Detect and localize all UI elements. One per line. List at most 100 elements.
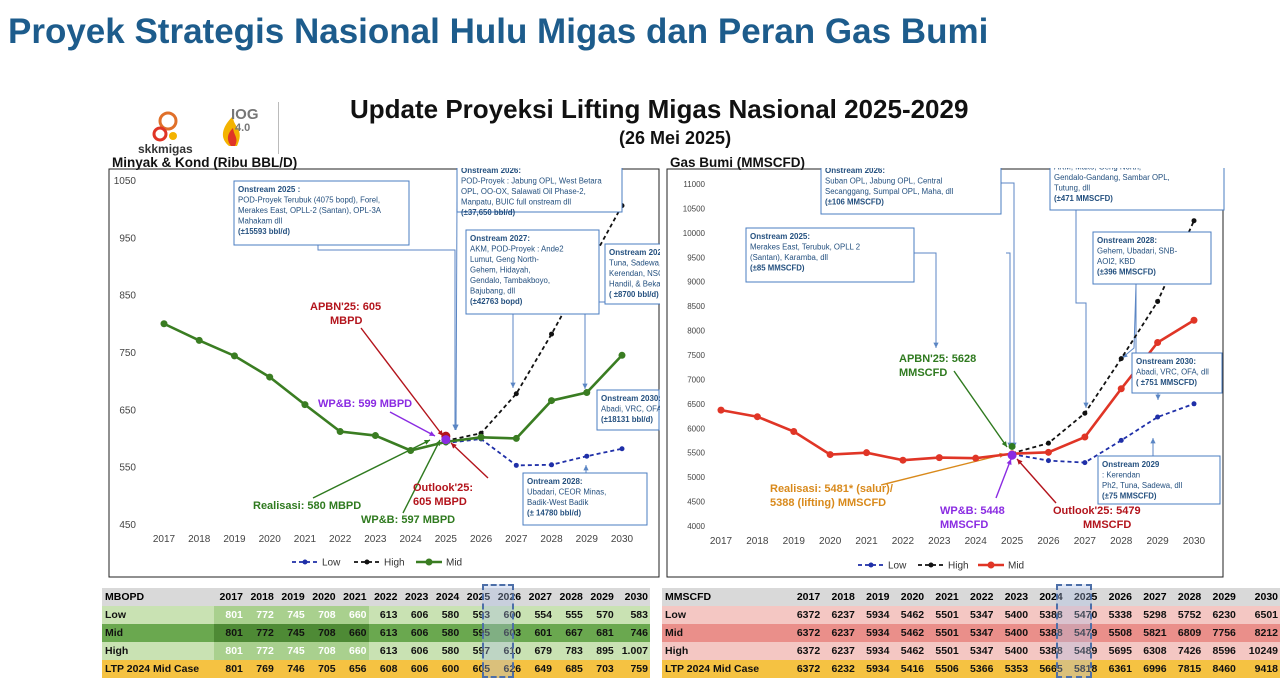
table-cell: 6232 [822,660,857,678]
gas-ytick-label: 9000 [687,278,705,287]
table-row-label: Low [662,606,788,624]
oil-xtick-label: 2025 [435,534,458,545]
gas-xtick-label: 2017 [710,536,733,547]
oil-ytick-label: 1050 [114,176,137,187]
oil-series-mid-point [619,352,626,359]
table-cell: 606 [399,606,430,624]
table-row-label: LTP 2024 Mid Case [662,660,788,678]
oil-onstream-box-line: Bajubang, dll [470,287,515,296]
oil-onstream-box-title: Onstream 2027: [470,234,530,243]
table-cell: 606 [399,624,430,642]
oil-series-mid-point [337,428,344,435]
gas-connector-arrow [1076,198,1086,408]
table-cell: 5400 [995,606,1030,624]
oil-series-mid-point [478,434,485,441]
table-header-cell: 2021 [926,588,961,606]
table-cell: 6237 [822,606,857,624]
table-cell: 5752 [1169,606,1204,624]
table-cell: 1.007 [616,642,650,660]
oil-onstream-box-line: Merakes East, OPLL-2 (Santan), OPL-3A [238,206,382,215]
table-row: Low 6372 6237 5934 5462 5501 5347 5400 5388 5470 5… [662,606,1280,624]
table-cell: 656 [338,660,369,678]
skkmigas-logo-text: skkmigas [138,142,193,156]
table-row: LTP 2024 Mid Case 6372 6232 5934 5416 5506 536… [662,660,1280,678]
table-cell: 5462 [891,606,926,624]
gas-xtick-label: 2030 [1183,536,1206,547]
table-cell: 5347 [961,642,996,660]
oil-onstream-box-line: (±42763 bopd) [470,297,523,306]
gas-wpb-unit: MMSCFD [940,519,988,531]
gas-onstream-box-title: Onstream 2029 [1102,460,1160,469]
oil-onstream-box-line: Mahakam dll [238,217,282,226]
gas-series-mid-point [827,451,834,458]
page-title: Proyek Strategis Nasional Hulu Migas dan… [8,12,988,52]
gas-ytick-label: 5000 [687,473,705,482]
gas-ytick-label: 4000 [687,522,705,531]
gas-ytick-label: 8000 [687,327,705,336]
table-header-cell: 2030 [1238,588,1280,606]
oil-xtick-label: 2026 [470,534,493,545]
gas-onstream-box-line: (±396 MMSCFD) [1097,268,1156,277]
table-cell: 6372 [788,642,823,660]
gas-wpb-label: WP&B: 5448 [940,505,1005,517]
gas-ytick-label: 9500 [687,253,705,262]
gas-series-mid-point [754,413,761,420]
gas-xtick-label: 2023 [928,536,951,547]
oil-apbn-unit: MBPD [330,315,362,327]
table-header-cell: 2026 [1099,588,1134,606]
oil-series-low-point [549,462,554,467]
gas-connector-arrow [954,371,1007,447]
table-header-cell: 2028 [1169,588,1204,606]
table-cell: 6372 [788,660,823,678]
table-row: High 6372 6237 5934 5462 5501 5347 5400 5388 5489… [662,642,1280,660]
table-header-cell: 2029 [585,588,616,606]
table-cell: 7756 [1203,624,1238,642]
oil-apbn-label: APBN'25: 605 [310,301,381,313]
gas-xtick-label: 2028 [1110,536,1133,547]
table-header-cell: 2021 [338,588,369,606]
table-header-row: MBOPD 2017 2018 2019 2020 2021 2022 2023 2024 202… [102,588,650,606]
gas-xtick-label: 2026 [1037,536,1060,547]
oil-onstream-box-line: (±37,650 bbl/d) [461,208,516,217]
gas-ytick-label: 8500 [687,302,705,311]
gas-onstream-box-line: Gehem, Ubadari, SNB- [1097,247,1178,256]
oil-onstream-box-line: AKM, POD-Proyek : Ande2 [470,245,564,254]
gas-ytick-label: 4500 [687,498,705,507]
gas-data-table: MMSCFD 2017 2018 2019 2020 2021 2022 2023 2024 20… [662,588,1280,678]
table-cell: 5338 [1099,606,1134,624]
table-cell: 6372 [788,606,823,624]
oil-ytick-label: 550 [119,463,136,474]
oil-realisasi-label: Realisasi: 580 MBPD [253,500,361,512]
oil-onstream-box-line: Tuna, Sadewa, [609,259,660,268]
gas-onstream-box-line: ( ±751 MMSCFD) [1136,378,1197,387]
gas-xtick-label: 2021 [855,536,878,547]
table-cell: 649 [523,660,554,678]
gas-connector-arrowhead [1155,395,1160,400]
oil-ytick-label: 850 [119,291,136,302]
table-cell: 746 [276,660,307,678]
gas-ytick-label: 6500 [687,400,705,409]
oil-series-mid-point [583,389,590,396]
oil-connector-arrow [451,443,488,478]
gas-xtick-label: 2024 [965,536,988,547]
oil-onstream-box-line: ( ±8700 bbl/d) [609,290,659,299]
chart-title: Update Proyeksi Lifting Migas Nasional 2… [350,94,968,125]
gas-onstream-box-line: (Santan), Karamba, dll [750,253,828,262]
table-cell: 555 [554,606,585,624]
table-row-label: Mid [662,624,788,642]
table-cell: 685 [554,660,585,678]
table-cell: 570 [585,606,616,624]
table-header-cell: 2017 [788,588,823,606]
table-cell: 801 [214,624,245,642]
oil-2026-highlight [482,584,514,678]
gas-xtick-label: 2027 [1074,536,1097,547]
table-header-cell: MBOPD [102,588,214,606]
table-cell: 6237 [822,642,857,660]
oil-marker-2025 [441,435,450,444]
table-cell: 5508 [1099,624,1134,642]
oil-legend-high-label: High [384,558,405,569]
gas-chart: 4000450050005500600065007000750080008500… [666,168,1226,578]
table-cell: 6996 [1134,660,1169,678]
oil-legend-low-marker [303,560,308,565]
oil-onstream-box-line: Gendalo, Tambakboyo, [470,276,550,285]
